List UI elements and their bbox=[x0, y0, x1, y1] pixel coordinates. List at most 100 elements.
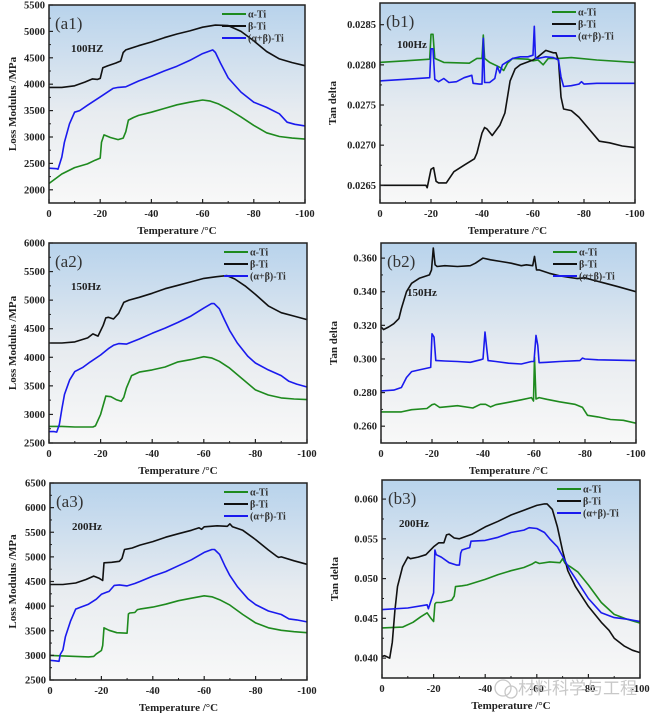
legend-label: β-Ti bbox=[250, 500, 268, 511]
panel-label: (a2) bbox=[55, 252, 82, 271]
y-axis-title: Loss Modulus /MPa bbox=[7, 534, 19, 629]
legend-label: α-Ti bbox=[579, 248, 597, 259]
x-axis-title: Temperature /°C bbox=[139, 702, 218, 713]
y-tick-label: 0.060 bbox=[354, 495, 378, 506]
y-tick-label: 0.260 bbox=[353, 422, 377, 433]
y-tick-label: 0.045 bbox=[354, 614, 378, 625]
y-tick-label: 0.0275 bbox=[347, 101, 376, 112]
series-line-alpha-ti bbox=[381, 356, 637, 424]
y-tick-label: 0.300 bbox=[353, 354, 377, 365]
chart-panel-a1: 0 -20 -40 -60 -80 -100 2000 2500 3000 3500 4000 450… bbox=[7, 1, 315, 238]
x-tick-label: 0 bbox=[47, 686, 52, 697]
y-tick-label: 0.360 bbox=[353, 254, 377, 265]
frequency-annotation: 100Hz bbox=[397, 39, 427, 51]
y-tick-label: 0.0265 bbox=[347, 181, 376, 192]
legend-label: α-Ti bbox=[583, 485, 601, 496]
x-tick-label: -20 bbox=[425, 449, 439, 460]
y-axis-title: Tan delta bbox=[328, 321, 340, 365]
chart-panel-a3: 0 -20 -40 -60 -80 -100 2500 3000 3500 4000 4500 500… bbox=[7, 479, 317, 713]
x-tick-label: -80 bbox=[247, 209, 261, 220]
x-axis-title: Temperature /°C bbox=[469, 465, 548, 477]
y-tick-label: 6000 bbox=[24, 239, 45, 250]
y-tick-label: 0.0270 bbox=[347, 141, 376, 152]
y-axis-title: Tan delta bbox=[327, 81, 339, 125]
legend: α-Tiβ-Ti(α+β)-Ti bbox=[224, 248, 286, 283]
x-tick-label: 0 bbox=[377, 209, 382, 220]
x-axis-title: Temperature /°C bbox=[137, 225, 216, 237]
series-line-beta-ti bbox=[50, 523, 308, 586]
frequency-annotation: 150Hz bbox=[407, 287, 437, 299]
legend-label: (α+β)-Ti bbox=[583, 509, 619, 520]
x-tick-label: -80 bbox=[578, 449, 592, 460]
series-line-alpha-ti bbox=[49, 594, 308, 658]
legend: α-Tiβ-Ti(α+β)-Ti bbox=[557, 485, 619, 520]
series-line-alpha-beta-ti bbox=[379, 25, 635, 88]
plot-area bbox=[382, 480, 640, 678]
x-tick-label: -20 bbox=[424, 209, 438, 220]
series-line-alpha-ti bbox=[48, 99, 306, 185]
y-tick-label: 2500 bbox=[24, 439, 45, 450]
series-line-beta-ti bbox=[49, 24, 306, 89]
frequency-annotation: 200Hz bbox=[72, 521, 102, 533]
x-tick-label: -60 bbox=[197, 686, 211, 697]
y-axis-title: Loss Modulus /MPa bbox=[7, 295, 19, 390]
x-tick-label: 0 bbox=[46, 209, 51, 220]
x-tick-label: -40 bbox=[146, 686, 160, 697]
legend-label: β-Ti bbox=[248, 22, 266, 33]
legend-label: (α+β)-Ti bbox=[250, 512, 286, 523]
legend: α-Tiβ-Ti(α+β)-Ti bbox=[224, 488, 286, 523]
y-tick-label: 4500 bbox=[24, 53, 45, 64]
y-tick-label: 3500 bbox=[24, 381, 45, 392]
y-tick-label: 4500 bbox=[25, 577, 46, 588]
x-tick-label: -80 bbox=[249, 686, 263, 697]
legend-label: β-Ti bbox=[578, 20, 596, 31]
y-tick-label: 0.0285 bbox=[347, 20, 376, 31]
series-line-alpha-beta-ti bbox=[49, 302, 308, 433]
legend-label: β-Ti bbox=[583, 497, 601, 508]
series-line-beta-ti bbox=[380, 49, 636, 189]
panel-label: (a3) bbox=[56, 492, 83, 511]
x-tick-label: -40 bbox=[145, 449, 159, 460]
panel-label: (a1) bbox=[55, 14, 82, 33]
y-tick-label: 3000 bbox=[24, 410, 45, 421]
x-tick-label: -100 bbox=[625, 209, 644, 220]
y-tick-label: 0.050 bbox=[354, 574, 378, 585]
series-line-beta-ti bbox=[380, 247, 637, 331]
series-line-alpha-ti bbox=[49, 355, 308, 428]
panel-label: (b3) bbox=[388, 489, 416, 508]
series-line-alpha-beta-ti bbox=[381, 526, 641, 623]
x-tick-label: -100 bbox=[295, 209, 314, 220]
y-axis-title: Tan delta bbox=[329, 557, 341, 601]
x-tick-label: -40 bbox=[144, 209, 158, 220]
series-line-alpha-beta-ti bbox=[49, 548, 308, 663]
legend-label: (α+β)-Ti bbox=[579, 272, 615, 283]
legend-label: α-Ti bbox=[250, 248, 268, 259]
x-tick-label: -80 bbox=[581, 684, 595, 695]
frequency-annotation: 150Hz bbox=[71, 281, 101, 293]
x-tick-label: -40 bbox=[478, 684, 492, 695]
y-tick-label: 3500 bbox=[24, 106, 45, 117]
legend: α-Tiβ-Ti(α+β)-Ti bbox=[553, 248, 615, 283]
x-tick-label: 0 bbox=[379, 684, 384, 695]
y-tick-label: 3000 bbox=[25, 651, 46, 662]
frequency-annotation: 100HZ bbox=[71, 43, 103, 55]
x-tick-label: 0 bbox=[378, 449, 383, 460]
plot-area bbox=[49, 243, 307, 443]
x-tick-label: -100 bbox=[626, 449, 645, 460]
y-tick-label: 0.280 bbox=[353, 388, 377, 399]
x-axis-title: Temperature /°C bbox=[471, 700, 550, 712]
y-tick-label: 5000 bbox=[24, 296, 45, 307]
y-tick-label: 5000 bbox=[25, 552, 46, 563]
x-axis-title: Temperature /°C bbox=[468, 225, 547, 237]
y-tick-label: 3000 bbox=[24, 133, 45, 144]
legend-label: (α+β)-Ti bbox=[578, 32, 614, 43]
series-line-alpha-ti bbox=[379, 33, 636, 72]
legend-label: α-Ti bbox=[250, 488, 268, 499]
y-tick-label: 6000 bbox=[25, 503, 46, 514]
legend: α-Tiβ-Ti(α+β)-Ti bbox=[222, 10, 284, 45]
watermark-icon bbox=[494, 679, 518, 699]
chart-panel-b1: 0 -20 -40 -60 -80 -100 0.0265 0.0270 0.0275 0.028… bbox=[327, 2, 645, 237]
x-axis-title: Temperature /°C bbox=[138, 465, 217, 477]
x-tick-label: -20 bbox=[93, 209, 107, 220]
y-tick-label: 6500 bbox=[25, 479, 46, 490]
